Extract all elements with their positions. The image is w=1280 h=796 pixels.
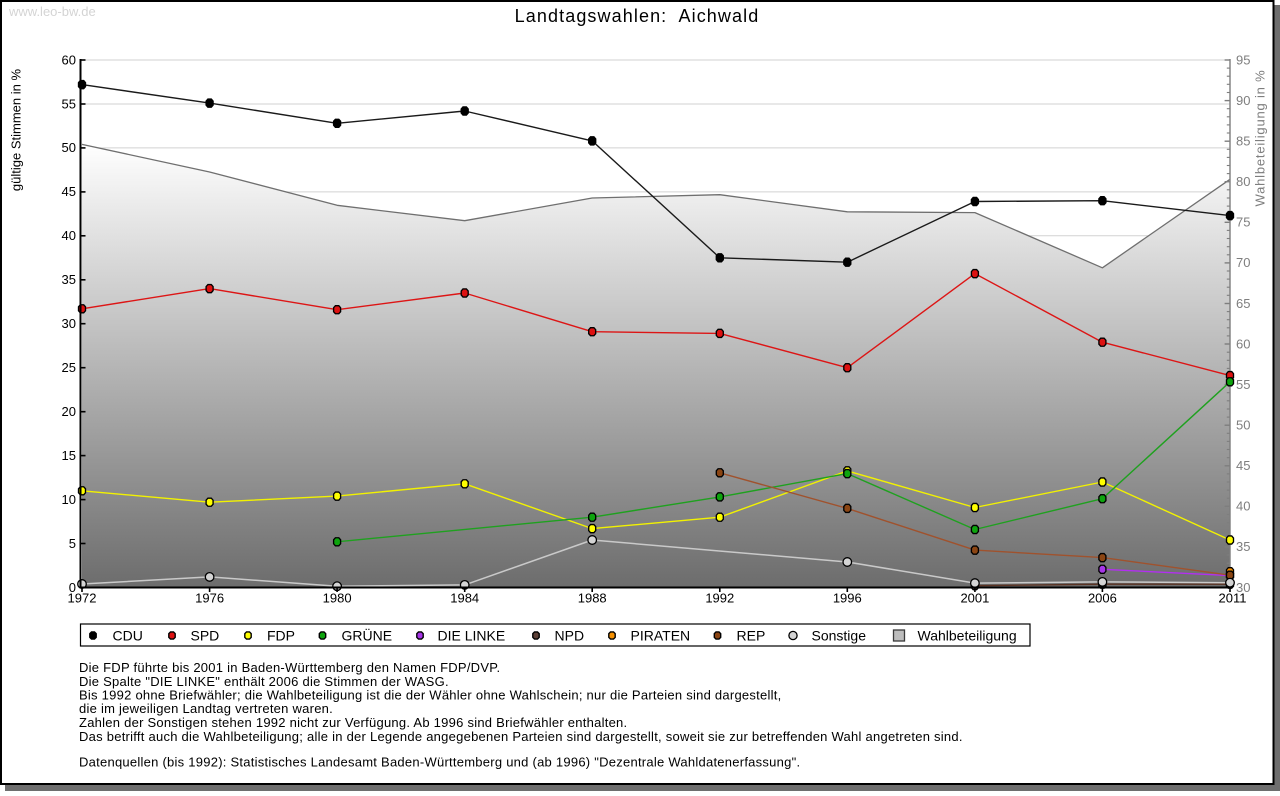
svg-text:1996: 1996 bbox=[833, 591, 862, 606]
svg-text:2001: 2001 bbox=[960, 591, 989, 606]
svg-text:1988: 1988 bbox=[578, 591, 607, 606]
svg-text:20: 20 bbox=[62, 404, 76, 419]
svg-text:80: 80 bbox=[1236, 174, 1250, 189]
svg-text:Datenquellen (bis 1992): Stati: Datenquellen (bis 1992): Statistisches L… bbox=[79, 755, 800, 770]
svg-text:60: 60 bbox=[1236, 336, 1250, 351]
svg-text:Die FDP führte bis 2001 in Bad: Die FDP führte bis 2001 in Baden-Württem… bbox=[79, 660, 500, 675]
svg-text:1984: 1984 bbox=[450, 591, 479, 606]
svg-text:60: 60 bbox=[62, 52, 76, 67]
svg-text:35: 35 bbox=[62, 272, 76, 287]
svg-text:FDP: FDP bbox=[267, 627, 295, 643]
svg-text:PIRATEN: PIRATEN bbox=[631, 627, 691, 643]
svg-text:CDU: CDU bbox=[113, 627, 143, 643]
svg-text:die im jeweiligen Landtag vert: die im jeweiligen Landtag vertreten ware… bbox=[79, 701, 333, 716]
svg-text:50: 50 bbox=[1236, 418, 1250, 433]
svg-text:45: 45 bbox=[62, 184, 76, 199]
svg-text:Landtagswahlen: Aichwald: Landtagswahlen: Aichwald bbox=[515, 6, 760, 26]
svg-text:35: 35 bbox=[1236, 539, 1250, 554]
svg-text:85: 85 bbox=[1236, 134, 1250, 149]
svg-text:40: 40 bbox=[62, 228, 76, 243]
svg-text:Wahlbeteiligung in %: Wahlbeteiligung in % bbox=[1253, 70, 1268, 207]
svg-text:2006: 2006 bbox=[1088, 591, 1117, 606]
svg-text:45: 45 bbox=[1236, 458, 1250, 473]
svg-text:www.leo-bw.de: www.leo-bw.de bbox=[8, 4, 96, 19]
svg-text:GRÜNE: GRÜNE bbox=[342, 626, 393, 643]
svg-text:10: 10 bbox=[62, 492, 76, 507]
svg-text:15: 15 bbox=[62, 448, 76, 463]
svg-text:NPD: NPD bbox=[555, 627, 585, 643]
svg-text:Das betrifft auch die Wahlbete: Das betrifft auch die Wahlbeteiligung; a… bbox=[79, 729, 963, 744]
svg-text:65: 65 bbox=[1236, 296, 1250, 311]
svg-text:SPD: SPD bbox=[191, 627, 220, 643]
svg-text:1976: 1976 bbox=[195, 591, 224, 606]
svg-text:gültige Stimmen in %: gültige Stimmen in % bbox=[9, 69, 24, 192]
svg-text:Sonstige: Sonstige bbox=[812, 627, 867, 643]
svg-text:95: 95 bbox=[1236, 52, 1250, 67]
svg-text:90: 90 bbox=[1236, 93, 1250, 108]
svg-text:1980: 1980 bbox=[323, 591, 352, 606]
svg-text:Zahlen der Sonstigen stehen 19: Zahlen der Sonstigen stehen 1992 nicht z… bbox=[79, 715, 627, 730]
svg-text:25: 25 bbox=[62, 360, 76, 375]
svg-text:5: 5 bbox=[69, 536, 76, 551]
svg-text:70: 70 bbox=[1236, 255, 1250, 270]
svg-text:55: 55 bbox=[1236, 377, 1250, 392]
svg-text:30: 30 bbox=[62, 316, 76, 331]
svg-text:REP: REP bbox=[737, 627, 766, 643]
svg-text:DIE LINKE: DIE LINKE bbox=[438, 627, 506, 643]
svg-text:Wahlbeteiligung: Wahlbeteiligung bbox=[918, 627, 1017, 643]
svg-text:1992: 1992 bbox=[705, 591, 734, 606]
svg-text:2011: 2011 bbox=[1219, 591, 1247, 606]
svg-text:75: 75 bbox=[1236, 215, 1250, 230]
svg-text:50: 50 bbox=[62, 140, 76, 155]
svg-text:55: 55 bbox=[62, 96, 76, 111]
svg-text:1972: 1972 bbox=[68, 591, 97, 606]
svg-text:40: 40 bbox=[1236, 499, 1250, 514]
